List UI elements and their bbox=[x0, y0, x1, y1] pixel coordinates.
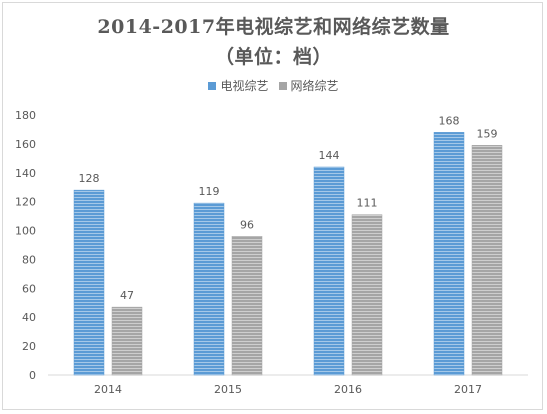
legend-swatch-tv bbox=[208, 81, 217, 90]
x-tick-label: 2016 bbox=[334, 383, 362, 396]
bar-tv-2015 bbox=[193, 202, 225, 376]
x-tick-label: 2015 bbox=[214, 383, 242, 396]
legend-item-online: 网络综艺 bbox=[278, 77, 339, 94]
legend-swatch-online bbox=[278, 81, 287, 90]
legend-item-tv: 电视综艺 bbox=[208, 77, 269, 94]
y-tick-label: 0 bbox=[29, 369, 36, 382]
y-tick-label: 160 bbox=[15, 138, 36, 151]
y-tick-label: 80 bbox=[22, 253, 36, 266]
x-tick-label: 2014 bbox=[94, 383, 122, 396]
y-tick-label: 180 bbox=[15, 109, 36, 122]
legend-label-online: 网络综艺 bbox=[290, 79, 339, 93]
data-label: 168 bbox=[439, 114, 460, 127]
y-tick-label: 60 bbox=[22, 282, 36, 295]
data-label: 159 bbox=[477, 127, 498, 140]
bar-online-2016 bbox=[351, 214, 383, 376]
y-tick-label: 120 bbox=[15, 196, 36, 209]
bar-tv-2014 bbox=[73, 189, 105, 376]
bar-online-2015 bbox=[231, 236, 263, 376]
data-label: 96 bbox=[240, 218, 254, 231]
chart-title: 2014-2017年电视综艺和网络综艺数量 bbox=[97, 16, 450, 38]
y-tick-label: 140 bbox=[15, 167, 36, 180]
legend-label-tv: 电视综艺 bbox=[220, 79, 269, 93]
data-label: 119 bbox=[199, 185, 220, 198]
data-label: 128 bbox=[79, 172, 100, 185]
chart-subtitle: （单位：档） bbox=[214, 46, 332, 68]
bar-online-2017 bbox=[471, 145, 503, 376]
y-tick-label: 100 bbox=[15, 225, 36, 238]
bar-online-2014 bbox=[111, 306, 143, 376]
bar-tv-2016 bbox=[313, 166, 345, 376]
data-label: 144 bbox=[319, 149, 340, 162]
y-tick-label: 40 bbox=[22, 311, 36, 324]
y-tick-label: 20 bbox=[22, 340, 36, 353]
data-label: 47 bbox=[120, 289, 134, 302]
bar-tv-2017 bbox=[433, 132, 465, 376]
legend: 电视综艺 网络综艺 bbox=[0, 77, 547, 94]
x-tick-label: 2017 bbox=[454, 383, 482, 396]
data-label: 111 bbox=[357, 197, 378, 210]
